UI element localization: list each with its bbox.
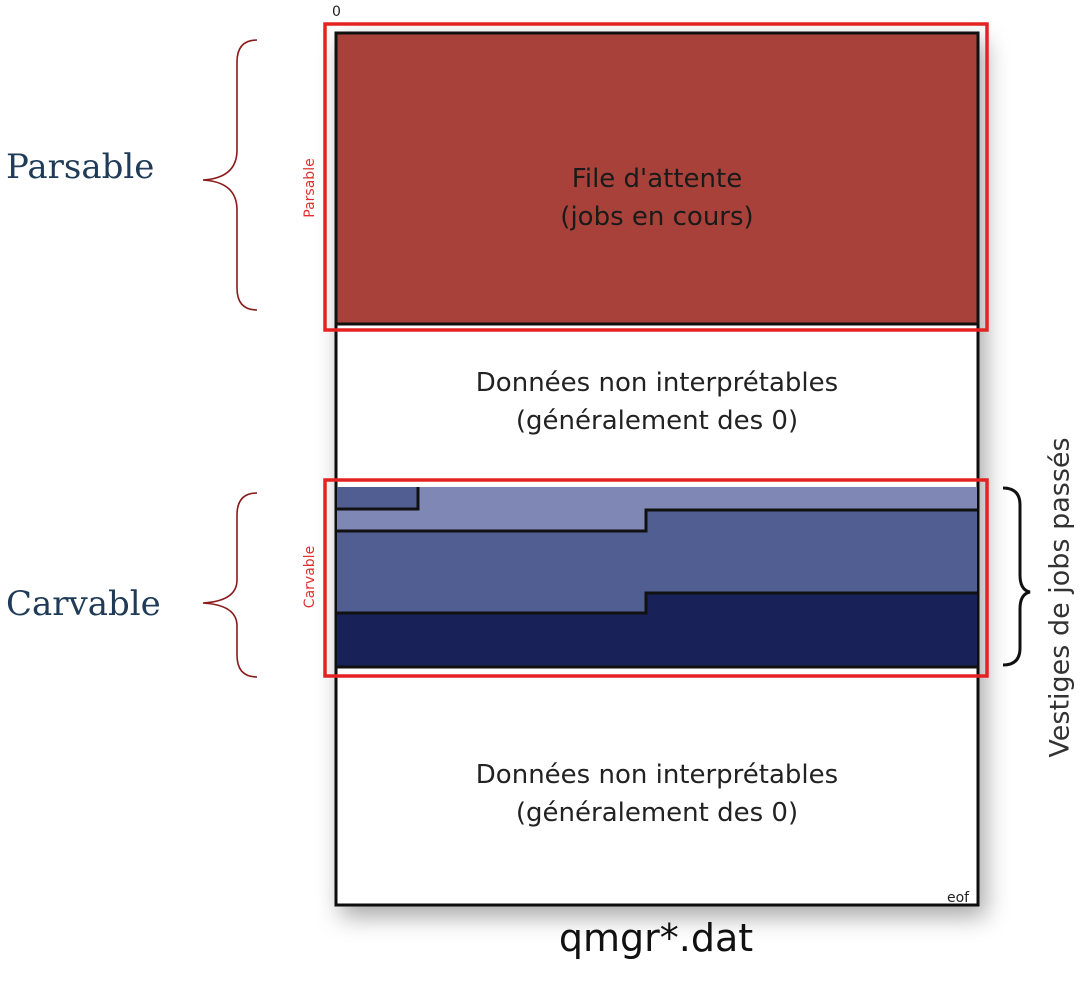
job-remnant-edge-3 [337, 591, 977, 615]
uninterpretable-bottom-line1: Données non interprétables [475, 760, 839, 790]
job-remnant-small-block [337, 487, 418, 509]
job-remnant-edge-2 [337, 508, 977, 533]
queue-text-line1: File d'attente [571, 164, 743, 194]
queue-segment [334, 31, 980, 326]
carvable-highlight [323, 478, 989, 678]
uninterpretable-top-text: Données non interprétables (généralement… [336, 364, 978, 440]
uninterpretable-bottom-line2: (généralement des 0) [515, 798, 799, 828]
parsable-highlight [323, 22, 989, 332]
vestiges-brace [1002, 486, 1031, 667]
queue-text: File d'attente (jobs en cours) [336, 160, 978, 236]
carvable-brace [202, 492, 258, 678]
vestiges-label: Vestiges de jobs passés [1044, 437, 1076, 758]
carvable-red-label: Carvable [302, 545, 318, 609]
parsable-label: Parsable [6, 147, 155, 187]
parsable-red-label: Parsable [302, 158, 318, 218]
uninterpretable-top-line2: (généralement des 0) [515, 406, 799, 436]
parsable-brace [202, 39, 258, 311]
carvable-label: Carvable [6, 584, 161, 624]
start-marker: 0 [332, 4, 341, 20]
uninterpretable-bottom-text: Données non interprétables (généralement… [336, 756, 978, 832]
queue-text-line2: (jobs en cours) [560, 202, 754, 232]
file-name: qmgr*.dat [558, 916, 754, 960]
job-remnants [336, 487, 978, 669]
job-remnant-edge-1 [337, 487, 420, 511]
uninterpretable-top-line1: Données non interprétables [475, 368, 839, 398]
eof-marker: eof [947, 890, 970, 906]
job-remnant-band-dark [337, 593, 977, 667]
